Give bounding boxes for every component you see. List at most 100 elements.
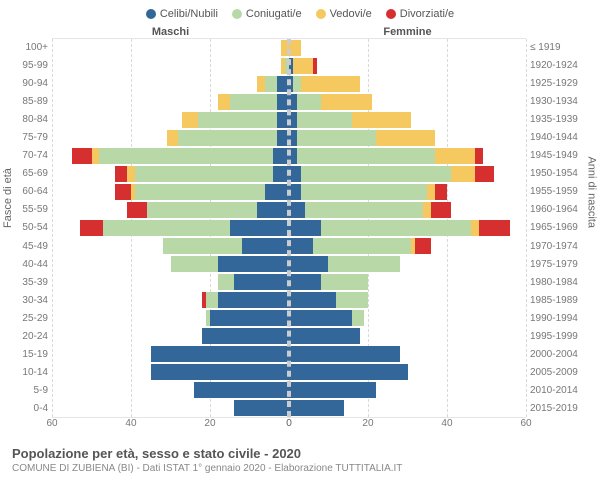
- x-tick: 20: [204, 418, 215, 429]
- age-label: 30-34: [12, 291, 52, 309]
- bar-row-male: [52, 309, 289, 327]
- bar-segment-d: [479, 220, 511, 236]
- bar-segment-w: [451, 166, 475, 182]
- bar-row-female: [289, 363, 526, 381]
- bar-row-male: [52, 345, 289, 363]
- bar-segment-d: [431, 202, 451, 218]
- y-axis-label-left: Fasce di età: [2, 168, 14, 228]
- bar-row-female: [289, 237, 526, 255]
- bar-segment-s: [234, 274, 289, 290]
- bar-segment-c: [147, 202, 258, 218]
- birth-label: 2005-2009: [526, 364, 588, 382]
- age-label: 10-14: [12, 364, 52, 382]
- bar-segment-w: [182, 112, 198, 128]
- legend-swatch: [232, 9, 242, 19]
- x-tick: 20: [362, 418, 373, 429]
- bar-segment-w: [218, 94, 230, 110]
- bar-segment-d: [415, 238, 431, 254]
- birth-label: 2000-2004: [526, 346, 588, 364]
- bar-segment-s: [289, 238, 313, 254]
- caption-title: Popolazione per età, sesso e stato civil…: [12, 446, 588, 461]
- bar-row-female: [289, 39, 526, 57]
- age-label: 25-29: [12, 309, 52, 327]
- bar-segment-s: [151, 346, 289, 362]
- bar-row-male: [52, 291, 289, 309]
- age-label: 85-89: [12, 92, 52, 110]
- x-tick: 40: [125, 418, 136, 429]
- bar-segment-c: [313, 238, 412, 254]
- bar-row-female: [289, 147, 526, 165]
- bar-segment-s: [289, 310, 352, 326]
- age-label: 80-84: [12, 110, 52, 128]
- male-panel: [52, 38, 289, 418]
- birth-label: 1925-1929: [526, 74, 588, 92]
- bars-female: [289, 39, 526, 417]
- age-label: 70-74: [12, 147, 52, 165]
- age-label: 15-19: [12, 346, 52, 364]
- bar-segment-c: [301, 166, 451, 182]
- birth-label: 1990-1994: [526, 309, 588, 327]
- bar-row-male: [52, 363, 289, 381]
- bar-row-male: [52, 57, 289, 75]
- bar-segment-c: [265, 76, 277, 92]
- bar-segment-s: [202, 328, 289, 344]
- bar-segment-c: [103, 220, 229, 236]
- age-label: 45-49: [12, 237, 52, 255]
- bar-segment-d: [435, 184, 447, 200]
- bar-segment-s: [265, 184, 289, 200]
- legend-swatch: [146, 9, 156, 19]
- x-axis: 0204060 0204060: [12, 418, 588, 434]
- bar-row-male: [52, 399, 289, 417]
- birth-label: 2015-2019: [526, 400, 588, 418]
- bar-row-male: [52, 129, 289, 147]
- bar-segment-s: [289, 202, 305, 218]
- bar-segment-s: [218, 256, 289, 272]
- legend-item: Vedovi/e: [316, 8, 372, 20]
- bar-row-female: [289, 399, 526, 417]
- bar-row-male: [52, 75, 289, 93]
- bar-row-male: [52, 273, 289, 291]
- bar-row-male: [52, 237, 289, 255]
- age-label: 0-4: [12, 400, 52, 418]
- bar-segment-c: [163, 238, 242, 254]
- bar-row-female: [289, 291, 526, 309]
- bar-segment-c: [321, 274, 368, 290]
- age-label: 75-79: [12, 128, 52, 146]
- bar-segment-c: [297, 112, 352, 128]
- age-label: 40-44: [12, 255, 52, 273]
- female-panel: [289, 38, 526, 418]
- bar-segment-c: [135, 184, 265, 200]
- bar-row-male: [52, 255, 289, 273]
- bar-row-female: [289, 111, 526, 129]
- bar-segment-d: [115, 184, 131, 200]
- bar-row-female: [289, 345, 526, 363]
- bar-row-female: [289, 129, 526, 147]
- bar-row-female: [289, 75, 526, 93]
- bar-segment-c: [301, 184, 427, 200]
- caption: Popolazione per età, sesso e stato civil…: [12, 446, 588, 474]
- bar-row-female: [289, 201, 526, 219]
- bar-segment-s: [230, 220, 289, 236]
- bar-segment-w: [293, 58, 313, 74]
- birth-label: 2010-2014: [526, 382, 588, 400]
- bar-segment-s: [289, 328, 360, 344]
- age-label: 95-99: [12, 56, 52, 74]
- bar-segment-c: [99, 148, 273, 164]
- bar-segment-c: [352, 310, 364, 326]
- birth-label: 1975-1979: [526, 255, 588, 273]
- x-tick: 60: [520, 418, 531, 429]
- bar-segment-s: [289, 292, 336, 308]
- birth-label: 1965-1969: [526, 219, 588, 237]
- legend: Celibi/NubiliConiugati/eVedovi/eDivorzia…: [12, 8, 588, 20]
- x-tick: 60: [46, 418, 57, 429]
- bar-segment-s: [210, 310, 289, 326]
- bar-segment-w: [301, 76, 360, 92]
- bar-segment-s: [289, 220, 321, 236]
- bar-segment-c: [198, 112, 277, 128]
- legend-item: Coniugati/e: [232, 8, 302, 20]
- bar-row-female: [289, 309, 526, 327]
- bar-segment-c: [305, 202, 424, 218]
- bar-segment-s: [194, 382, 289, 398]
- birth-label: 1945-1949: [526, 147, 588, 165]
- bar-segment-c: [135, 166, 273, 182]
